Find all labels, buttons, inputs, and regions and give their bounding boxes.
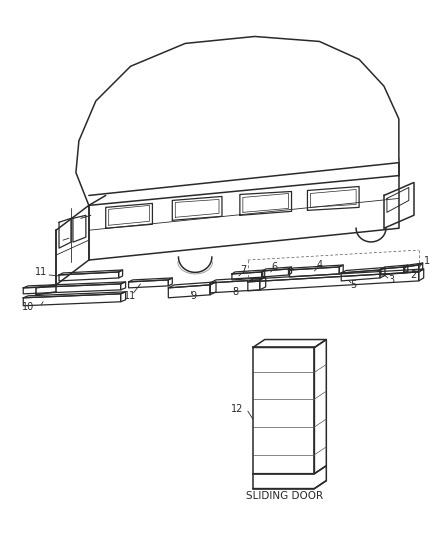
Text: 7: 7 bbox=[240, 265, 246, 275]
Text: 6: 6 bbox=[272, 262, 278, 272]
Text: 9: 9 bbox=[190, 291, 196, 301]
Text: 8: 8 bbox=[233, 287, 239, 297]
Text: SLIDING DOOR: SLIDING DOOR bbox=[246, 490, 323, 500]
Text: 1: 1 bbox=[424, 256, 430, 266]
Text: 11: 11 bbox=[35, 267, 47, 277]
Text: 3: 3 bbox=[388, 275, 394, 285]
Text: 2: 2 bbox=[411, 270, 417, 280]
Text: 5: 5 bbox=[350, 280, 356, 290]
Text: 4: 4 bbox=[316, 260, 322, 270]
Text: 10: 10 bbox=[22, 302, 34, 312]
Text: 12: 12 bbox=[231, 404, 243, 414]
Text: 11: 11 bbox=[124, 291, 137, 301]
